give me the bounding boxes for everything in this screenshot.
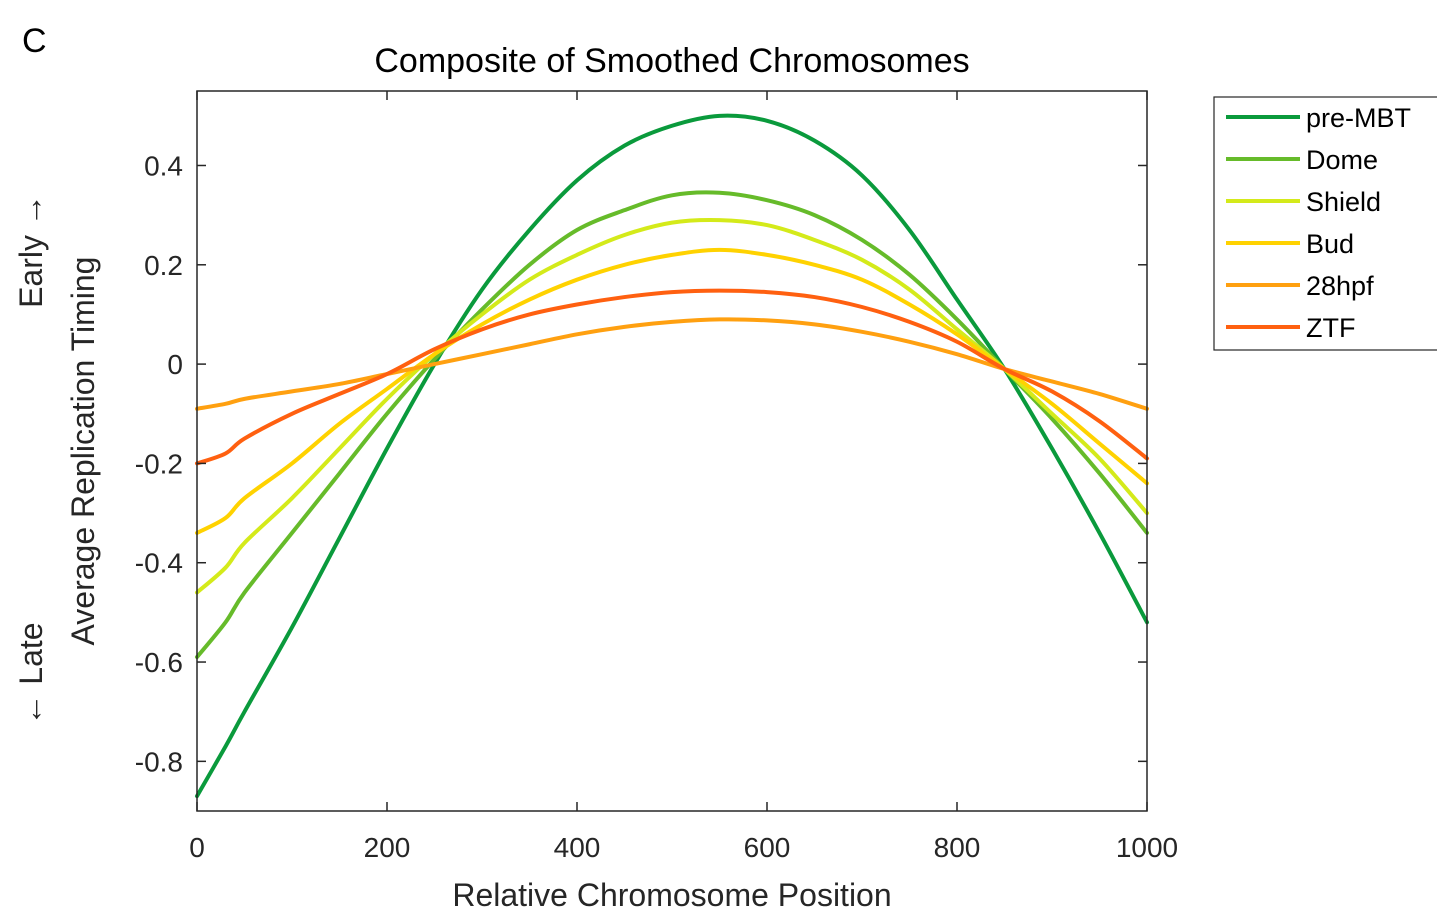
legend-label-bud: Bud — [1306, 229, 1354, 259]
x-tick-label: 0 — [189, 832, 205, 863]
plot-frame — [196, 90, 1148, 812]
legend-label-pre-mbt: pre-MBT — [1306, 103, 1411, 133]
legend-box — [1213, 96, 1437, 351]
series-line-dome — [195, 190, 1149, 660]
y-tick-label: 0.4 — [144, 150, 183, 181]
y-tick-label: -0.4 — [135, 548, 183, 579]
legend: pre-MBT Dome Shield Bud 28hpf ZTF — [1213, 96, 1437, 351]
series-line-pre-mbt — [195, 113, 1149, 799]
y-tick-label: -0.8 — [135, 746, 183, 777]
y-tick-label: 0.2 — [144, 250, 183, 281]
y-axis-label-early: Early → — [13, 194, 49, 308]
x-axis-label: Relative Chromosome Position — [452, 877, 891, 913]
legend-label-dome: Dome — [1306, 145, 1378, 175]
y-axis-label-late: ← Late — [13, 622, 49, 725]
x-tick-label: 800 — [934, 832, 981, 863]
series-group — [195, 113, 1149, 799]
y-tick-label: -0.2 — [135, 448, 183, 479]
x-tick-label: 200 — [364, 832, 411, 863]
series-line-ztf — [195, 288, 1149, 466]
legend-label-ztf: ZTF — [1306, 313, 1355, 343]
y-axis-label: Average Replication Timing — [65, 257, 101, 646]
series-line-bud — [195, 247, 1149, 535]
panel-letter: C — [22, 22, 47, 60]
y-tick-label: -0.6 — [135, 647, 183, 678]
x-tick-label: 1000 — [1116, 832, 1178, 863]
legend-label-28hpf: 28hpf — [1306, 271, 1374, 301]
x-tick-label: 600 — [744, 832, 791, 863]
y-axis: -0.8 -0.6 -0.4 -0.2 0 0.2 0.4 — [135, 150, 1147, 777]
x-axis: 0 200 400 600 800 1000 — [189, 91, 1178, 863]
series-line-28hpf — [195, 317, 1149, 411]
chart-title: Composite of Smoothed Chromosomes — [374, 42, 969, 80]
y-tick-label: 0 — [167, 349, 183, 380]
x-tick-label: 400 — [554, 832, 601, 863]
legend-label-shield: Shield — [1306, 187, 1381, 217]
